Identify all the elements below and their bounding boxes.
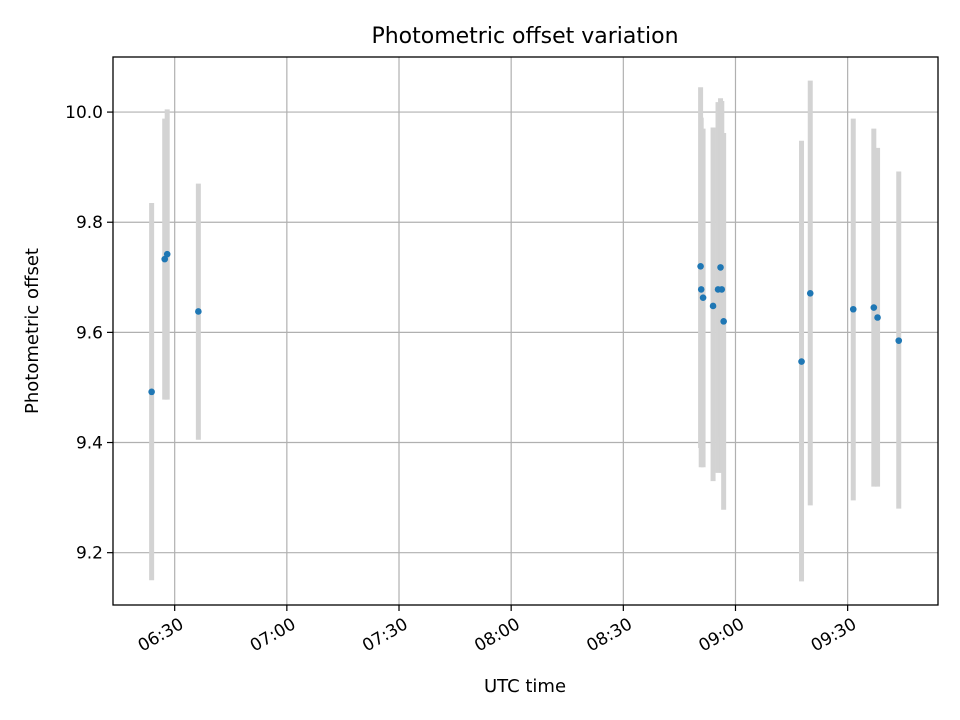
- data-point: [720, 318, 727, 325]
- y-tick-label: 10.0: [65, 103, 103, 123]
- y-tick-label: 9.6: [76, 323, 103, 343]
- y-axis-label: Photometric offset: [22, 248, 43, 414]
- data-point: [718, 286, 726, 293]
- data-points: [148, 250, 903, 396]
- y-tick-label: 9.4: [76, 434, 103, 454]
- data-point: [874, 314, 881, 321]
- data-point: [699, 294, 707, 301]
- data-point: [148, 388, 155, 396]
- data-point: [697, 262, 704, 270]
- data-point: [717, 264, 724, 271]
- plot-frame: [112, 56, 939, 606]
- data-point: [709, 302, 717, 310]
- data-point: [849, 305, 857, 313]
- data-point: [870, 304, 878, 311]
- data-point: [161, 255, 169, 263]
- x-axis-label: UTC time: [484, 676, 566, 697]
- y-tick-label: 9.2: [76, 544, 103, 564]
- data-point: [697, 286, 705, 293]
- data-point: [195, 308, 202, 315]
- data-point: [895, 337, 903, 344]
- data-point: [798, 358, 805, 365]
- y-axis-ticks: 9.2 9.4 9.6 9.8 10.0: [65, 103, 113, 564]
- y-tick-label: 9.8: [76, 213, 103, 233]
- data-point: [806, 289, 814, 297]
- chart-title: Photometric offset variation: [371, 24, 678, 49]
- data-point: [163, 250, 171, 258]
